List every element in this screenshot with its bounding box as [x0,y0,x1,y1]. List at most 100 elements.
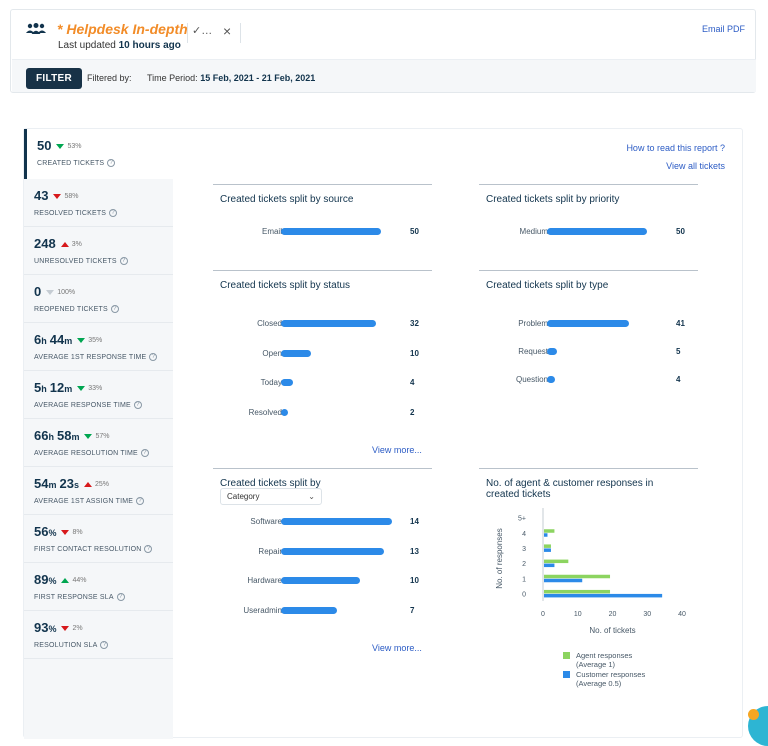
bar-label: Closed [257,319,282,328]
trend-up-icon [83,482,92,488]
bar-label: Resolved [248,408,282,417]
bar-value: 32 [410,319,419,328]
bar-label: Request [518,347,548,356]
card-status: Created tickets split by status [213,270,432,460]
bar-label: Problem [518,319,548,328]
metric-value: 54m 23s 25% [34,476,109,491]
metric-label: UNRESOLVED TICKETS? [34,257,128,265]
legend-sub: (Average 0.5) [576,679,622,688]
team-icon [26,23,46,34]
email-pdf-link[interactable]: Email PDF [701,24,745,34]
bar-value: 50 [676,227,685,236]
bar-label: Medium [519,227,548,236]
last-updated: Last updated 10 hours ago [58,40,181,51]
bar-value: 7 [410,606,415,615]
bar[interactable] [281,228,381,235]
how-to-read-link[interactable]: How to read this report ? [626,143,725,153]
metric-average-response-time[interactable]: 5h 12m 33% AVERAGE RESPONSE TIME? [24,371,173,419]
trend-down-icon [77,338,86,344]
card-responses: No. of agent & customer responses in cre… [479,468,698,718]
bar-customer-responses [544,563,555,568]
metric-resolution-sla[interactable]: 93% 2% RESOLUTION SLA? [24,611,173,659]
legend-sub: (Average 1) [576,660,616,669]
info-icon[interactable]: ? [133,401,142,409]
metric-label: FIRST RESPONSE SLA? [34,593,125,601]
filter-bar: FILTER Filtered by: Time Period: 15 Feb,… [12,59,756,92]
trend-up-icon [60,242,69,248]
bar-customer-responses [544,578,583,583]
metric-value: 43 58% [34,188,79,203]
view-all-tickets-link[interactable]: View all tickets [666,161,725,171]
bar[interactable] [281,409,288,416]
chevron-down-icon: ⌄ [308,492,315,501]
metric-first-response-sla[interactable]: 89% 44% FIRST RESPONSE SLA? [24,563,173,611]
report-links: How to read this report ? View all ticke… [626,143,725,171]
metric-value: 56% 8% [34,524,83,539]
info-icon[interactable]: ? [149,353,158,361]
bar[interactable] [281,350,311,357]
info-icon[interactable]: ? [144,545,153,553]
metric-change: 25% [94,481,109,489]
bar[interactable] [547,320,629,327]
card-split-by: Created tickets split by [213,468,432,668]
status-view-more-link[interactable]: View more... [372,445,422,455]
x-tick-label: 40 [678,611,686,618]
bar[interactable] [281,577,361,584]
bar-value: 4 [410,378,415,387]
info-icon[interactable]: ? [110,305,119,313]
metric-average-resolution-time[interactable]: 66h 58m 57% AVERAGE RESOLUTION TIME? [24,419,173,467]
card-source: Created tickets split by source [213,184,432,264]
split-view-more-link[interactable]: View more... [372,643,422,653]
metric-change: 44% [72,577,87,585]
bar[interactable] [281,320,376,327]
metric-average-1st-assign-time[interactable]: 54m 23s 25% AVERAGE 1ST ASSIGN TIME? [24,467,173,515]
check-dots-icon[interactable]: ✓… [192,25,213,37]
info-icon[interactable]: ? [136,497,145,505]
filter-button[interactable]: FILTER [26,68,82,89]
metric-change: 8% [72,529,83,537]
legend-swatch [563,671,570,678]
bar[interactable] [547,228,647,235]
y-tick-label: 4 [522,531,526,538]
metric-resolved-tickets[interactable]: 43 58% RESOLVED TICKETS? [24,179,173,227]
report-title[interactable]: * Helpdesk In-depth [57,21,188,37]
close-icon[interactable]: × [223,23,232,39]
bar[interactable] [281,607,337,614]
bar-value: 4 [676,375,681,384]
bar-label: Today [260,378,282,387]
metric-reopened-tickets[interactable]: 0 100% REOPENED TICKETS? [24,275,173,323]
info-icon[interactable]: ? [107,159,116,167]
bar-label: Repair [258,547,282,556]
y-tick-label: 3 [522,546,526,553]
bar-agent-responses [544,544,551,548]
metric-created-tickets[interactable]: 50 53% CREATED TICKETS? [24,129,173,179]
metric-average-1st-response-time[interactable]: 6h 44m 35% AVERAGE 1ST RESPONSE TIME? [24,323,173,371]
trend-down-icon [84,434,93,440]
card-title: Created tickets split by status [220,280,351,291]
info-icon[interactable]: ? [140,449,149,457]
bar[interactable] [281,518,392,525]
bar-label: Question [515,375,548,384]
metric-unresolved-tickets[interactable]: 248 3% UNRESOLVED TICKETS? [24,227,173,275]
bar[interactable] [547,348,557,355]
card-title: No. of agent & customer responses in cre… [486,478,654,500]
category-select[interactable]: Category ⌄ [220,488,322,505]
info-icon[interactable]: ? [100,641,109,649]
info-icon[interactable]: ? [119,257,128,265]
info-icon[interactable]: ? [109,209,118,217]
notification-dot [748,709,759,720]
info-icon[interactable]: ? [116,593,125,601]
card-priority: Created tickets split by priority [479,184,698,264]
bar-value: 13 [410,547,419,556]
metric-first-contact-resolution[interactable]: 56% 8% FIRST CONTACT RESOLUTION? [24,515,173,563]
title-actions: ✓… × [187,23,241,43]
trend-up-icon [61,578,70,584]
bar-value: 41 [676,319,685,328]
bar[interactable] [547,376,555,383]
bar-customer-responses [544,533,548,537]
metrics-sidebar: 50 53% CREATED TICKETS? 43 58% RESOLVED TICKE… [24,129,173,739]
bar[interactable] [281,548,385,555]
bar[interactable] [281,379,293,386]
legend-label: Agent responses [576,651,633,660]
